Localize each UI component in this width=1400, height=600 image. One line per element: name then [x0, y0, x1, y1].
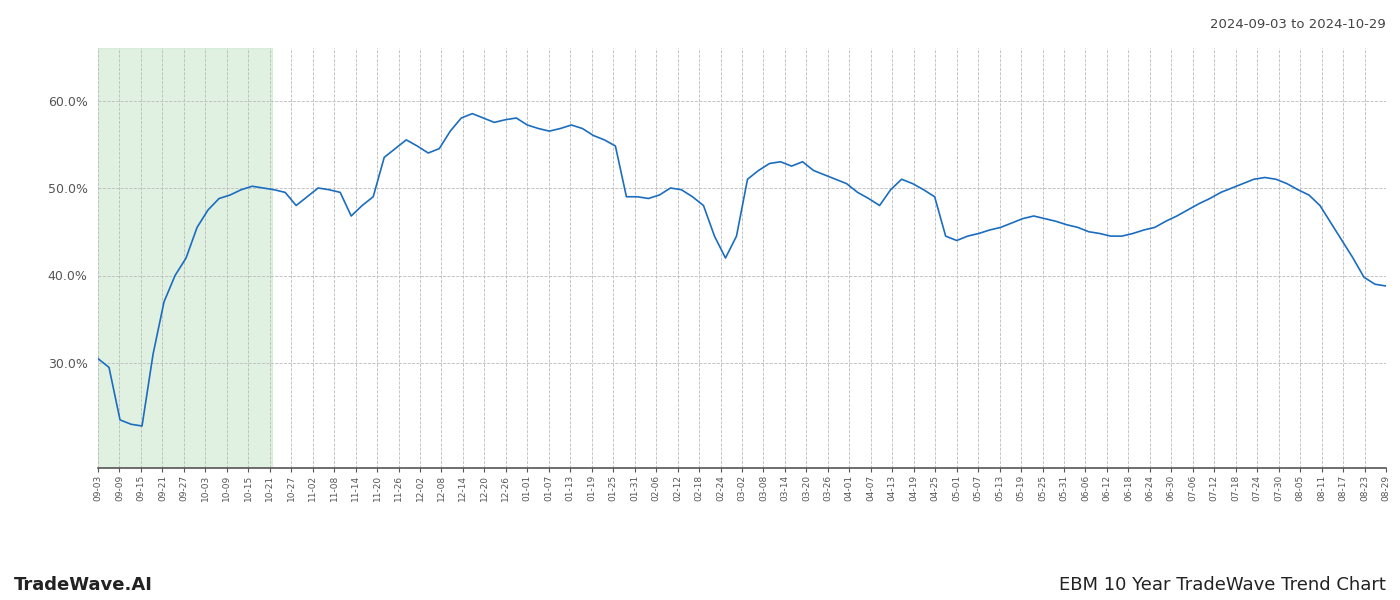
Text: EBM 10 Year TradeWave Trend Chart: EBM 10 Year TradeWave Trend Chart — [1060, 576, 1386, 594]
Bar — [98, 48, 272, 468]
Text: TradeWave.AI: TradeWave.AI — [14, 576, 153, 594]
Text: 2024-09-03 to 2024-10-29: 2024-09-03 to 2024-10-29 — [1210, 18, 1386, 31]
